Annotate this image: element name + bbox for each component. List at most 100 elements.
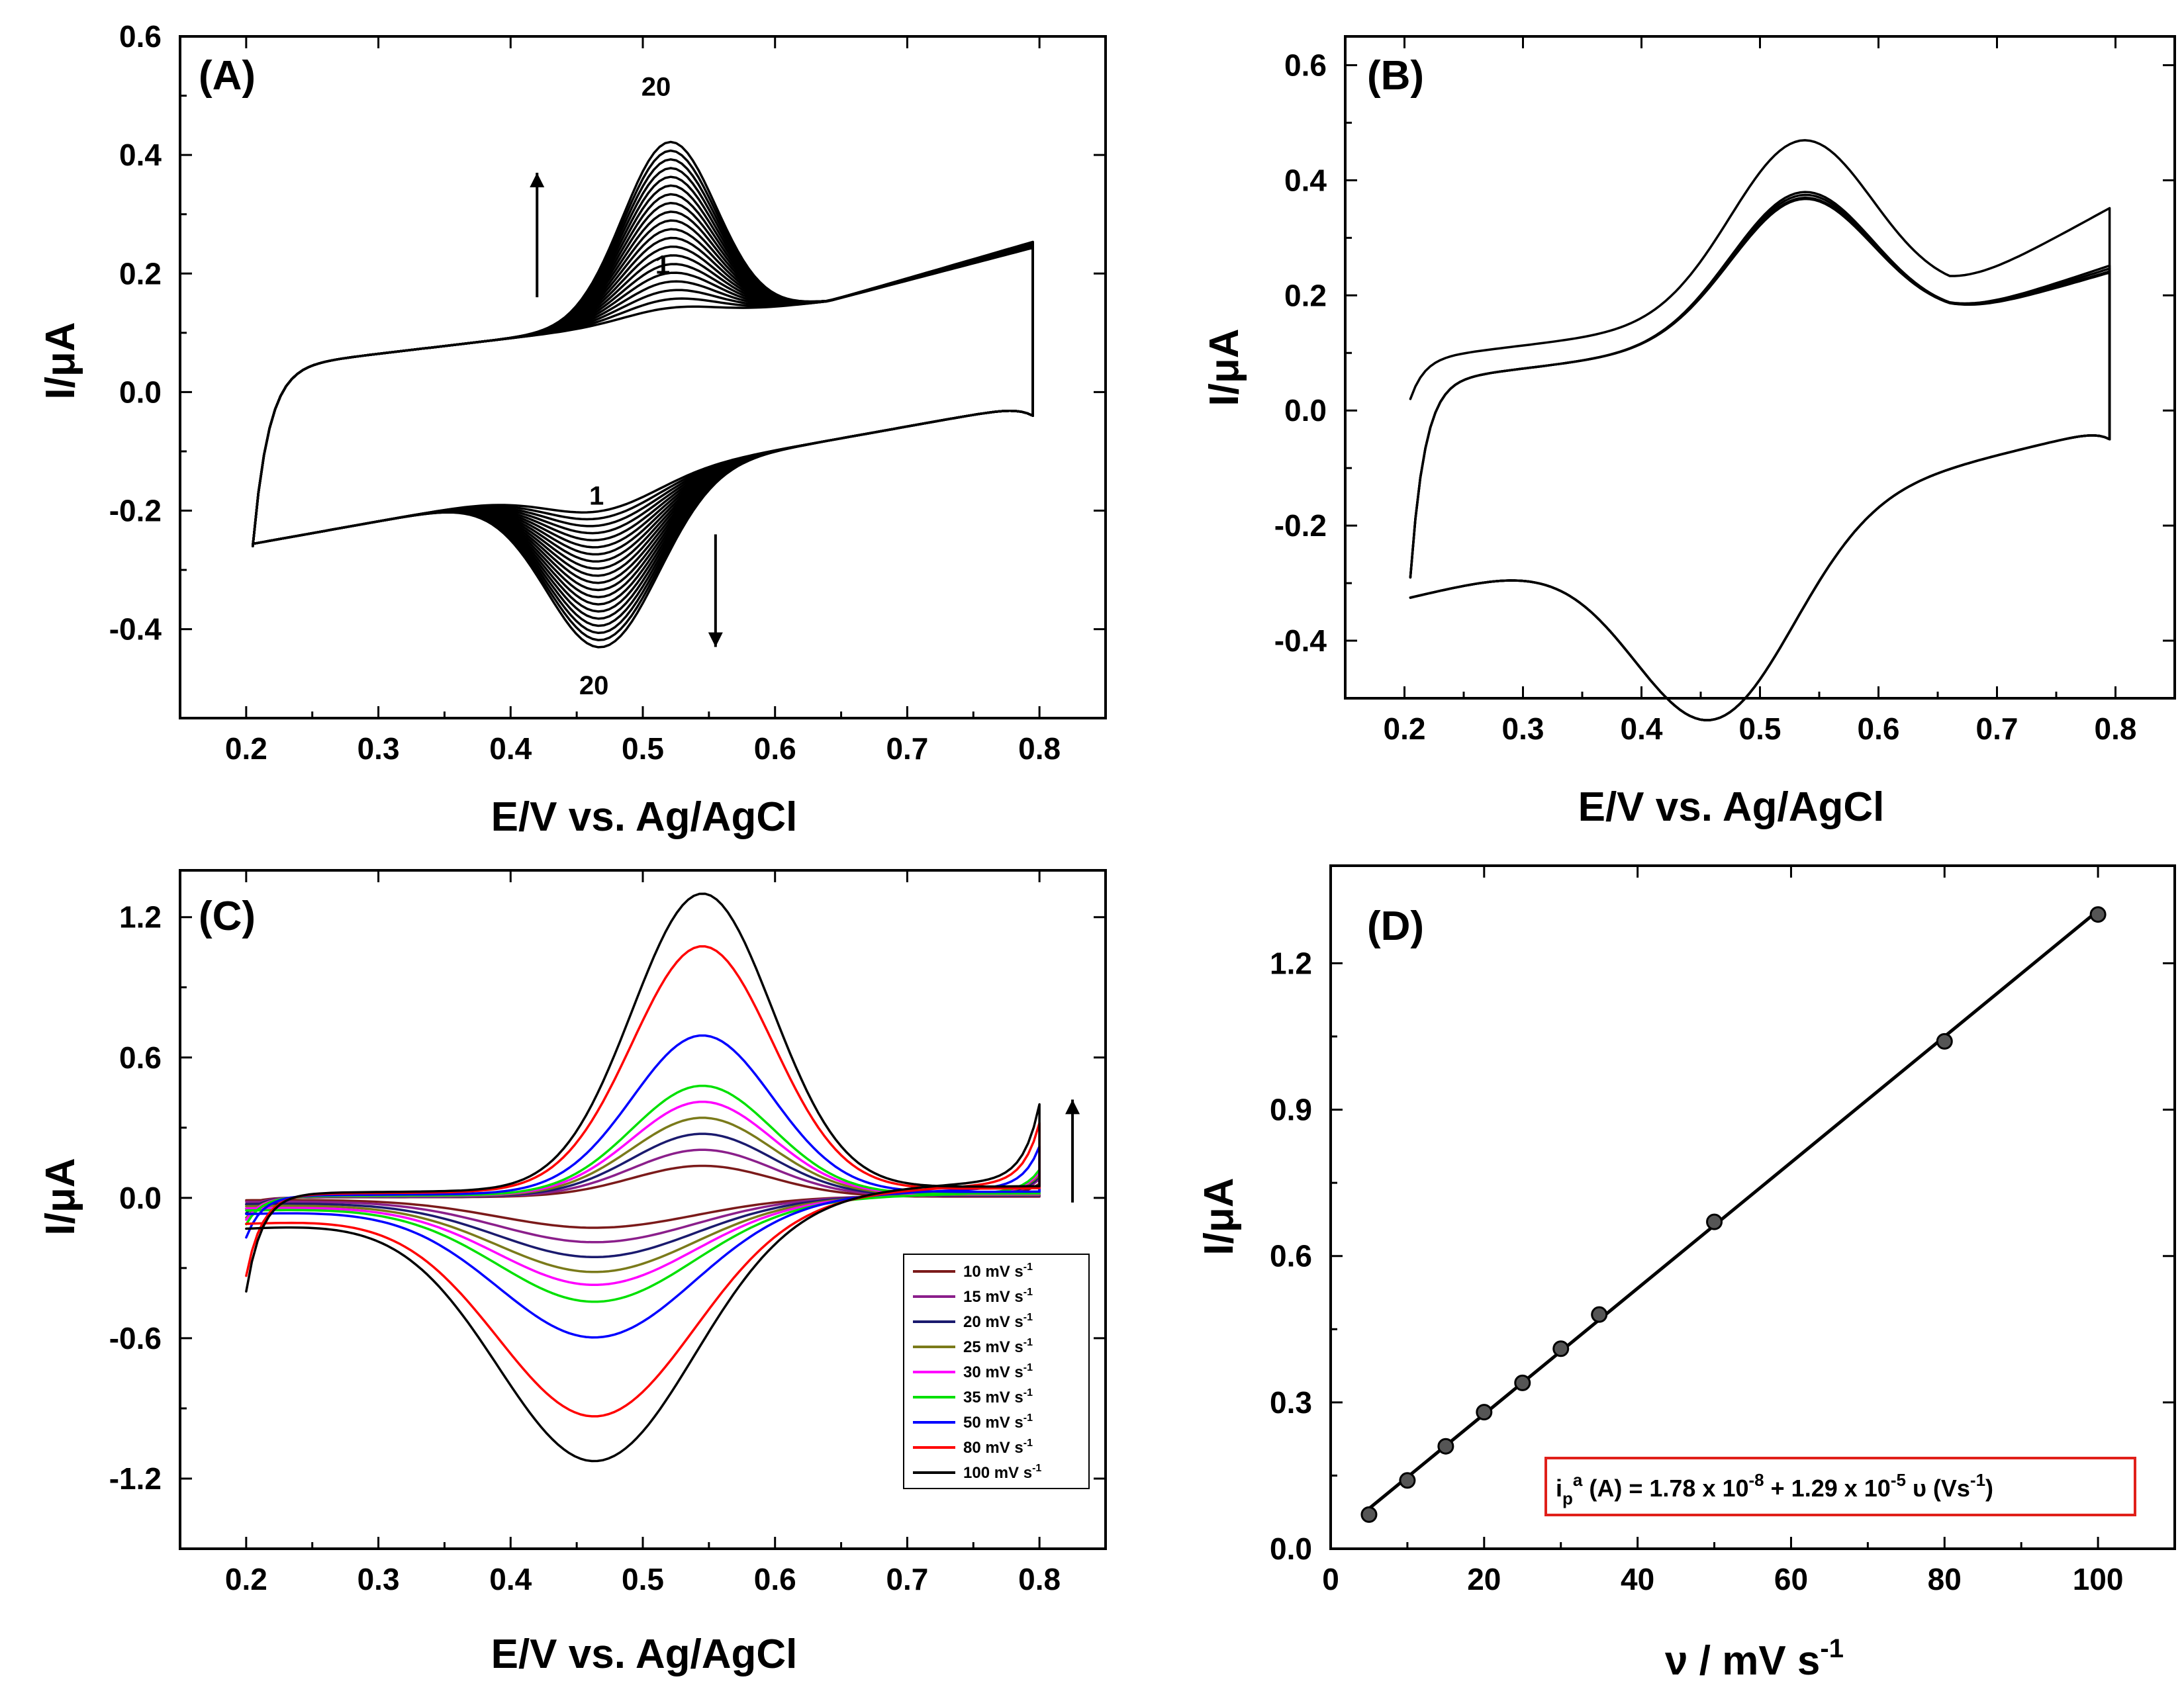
panel-d-x-tick-label: 80	[1928, 1562, 1962, 1596]
panel-b-y-tick-label: 0.0	[1284, 393, 1327, 428]
panel-a-cycle-annotation: 20	[579, 671, 609, 700]
panel-c-x-tick-label: 0.4	[489, 1562, 532, 1596]
panel-b-x-tick-label: 0.3	[1502, 711, 1544, 746]
panel-d-y-tick-label: 0.3	[1270, 1385, 1312, 1420]
panel-c-x-axis-title: E/V vs. Ag/AgCl	[491, 1631, 798, 1677]
panel-a-plot-frame	[179, 35, 1107, 719]
panel-a-x-tick-label: 0.7	[886, 731, 928, 766]
panel-c-legend-label-main: 20 mV s	[963, 1313, 1023, 1331]
panel-b-curves	[1409, 139, 2111, 721]
panel-b-y-tick-label: 0.2	[1284, 278, 1327, 312]
panel-b-cycle-4	[1409, 197, 2111, 721]
panel-d-data-point	[1706, 1213, 1723, 1230]
panel-c-label: (C)	[199, 894, 256, 939]
panel-b-cycle-2	[1409, 191, 2111, 721]
panel-c-legend: 10 mV s-115 mV s-120 mV s-125 mV s-130 m…	[903, 1254, 1090, 1489]
panel-c-legend-label-sup: -1	[1023, 1362, 1033, 1373]
panel-c-x-tick-label: 0.3	[357, 1562, 400, 1596]
panel-c-legend-label: 35 mV s-1	[963, 1387, 1033, 1406]
panel-c-legend-label-main: 100 mV s	[963, 1464, 1032, 1482]
panel-d-equation-text: ipa (A) = 1.78 x 10-8 + 1.29 x 10-5 υ (V…	[1556, 1470, 1993, 1508]
panel-c: 0.2 0.3 0.4 0.5 0.6 0.7 0.8 -1.2 -0.6 0.0 0.6 1.2 1…	[38, 869, 1107, 1677]
panel-d-x-tick-label: 100	[2073, 1562, 2124, 1596]
panel-d-fit-line	[1368, 909, 2099, 1510]
panel-a-y-tick-label: 0.0	[119, 375, 162, 409]
panel-d-x-axis-title-sup: -1	[1820, 1634, 1844, 1663]
panel-b-y-tick-label: -0.4	[1274, 623, 1327, 658]
panel-c-legend-label-sup: -1	[1023, 1412, 1033, 1424]
panel-a-x-tick-label: 0.4	[489, 731, 532, 766]
panel-c-y-tick-label: -1.2	[109, 1461, 162, 1496]
panel-d-equation: ipa (A) = 1.78 x 10-8 + 1.29 x 10-5 υ (V…	[1544, 1457, 2136, 1516]
panel-a-x-tick-label: 0.3	[357, 731, 400, 766]
panel-b-label: (B)	[1367, 53, 1424, 99]
panel-d-x-axis-title: ν / mV s-1	[1665, 1634, 1844, 1684]
panel-c-legend-label: 100 mV s-1	[963, 1463, 1041, 1482]
panel-d-data-point	[1476, 1404, 1493, 1421]
panel-c-arrow-head	[1065, 1099, 1080, 1115]
panel-c-legend-label-main: 25 mV s	[963, 1338, 1023, 1356]
panel-b: 0.2 0.3 0.4 0.5 0.6 0.7 0.8 -0.4 -0.2 0.0 0.2 0.4 0.…	[1202, 35, 2176, 830]
eq-exp1: -8	[1749, 1470, 1764, 1490]
panel-b-y-tick-label: -0.2	[1274, 508, 1327, 543]
panel-c-legend-label-main: 30 mV s	[963, 1363, 1023, 1381]
panel-d-regression-line	[1368, 909, 2099, 1510]
panel-b-x-tick-label: 0.5	[1739, 711, 1781, 746]
panel-c-legend-label: 50 mV s-1	[963, 1412, 1033, 1432]
panel-c-legend-label-sup: -1	[1023, 1438, 1033, 1449]
panel-c-arrow	[1065, 1099, 1080, 1203]
panel-c-legend-label: 15 mV s-1	[963, 1287, 1033, 1306]
panel-b-cycle-3	[1409, 193, 2111, 721]
panel-d-data-point	[1514, 1374, 1531, 1391]
panel-b-cycle-5	[1409, 197, 2111, 721]
panel-d-data-point	[2089, 906, 2107, 923]
panel-a-x-axis-title: E/V vs. Ag/AgCl	[491, 794, 798, 840]
panel-c-legend-label-sup: -1	[1023, 1337, 1033, 1348]
panel-b-x-axis-title: E/V vs. Ag/AgCl	[1578, 784, 1885, 830]
panel-c-legend-label-main: 50 mV s	[963, 1414, 1023, 1432]
panel-a-y-tick-label: -0.4	[109, 612, 162, 647]
panel-c-y-tick-label: -0.6	[109, 1321, 162, 1355]
eq-part4: )	[1985, 1475, 1993, 1502]
eq-exp2: -5	[1891, 1470, 1906, 1490]
panel-a-x-tick-label: 0.5	[622, 731, 664, 766]
panel-d-data-point	[1360, 1506, 1378, 1523]
panel-c-series-9	[245, 892, 1041, 1463]
panel-d-x-tick-label: 60	[1774, 1562, 1808, 1596]
panel-a-y-tick-label: 0.4	[119, 138, 162, 172]
panel-b-x-tick-label: 0.2	[1384, 711, 1426, 746]
panel-c-legend-label-sup: -1	[1023, 1387, 1033, 1399]
panel-a-cycle-annotation: 20	[641, 73, 671, 102]
panel-c-x-tick-label: 0.5	[622, 1562, 664, 1596]
panel-c-legend-label-sup: -1	[1032, 1463, 1041, 1474]
panel-c-y-tick-label: 0.0	[119, 1181, 162, 1215]
panel-a-annotations: 20 1 1 20	[579, 73, 671, 701]
panel-d-y-tick-label: 0.0	[1270, 1532, 1312, 1566]
panel-d-data-point	[1936, 1032, 1953, 1050]
panel-d-y-axis-title: I/μA	[1196, 1177, 1242, 1255]
panel-c-y-tick-label: 0.6	[119, 1040, 162, 1075]
panel-c-legend-label-main: 80 mV s	[963, 1439, 1023, 1457]
panel-c-legend-label: 10 mV s-1	[963, 1261, 1033, 1281]
panel-c-legend-label: 80 mV s-1	[963, 1438, 1033, 1457]
panel-c-axes: 0.2 0.3 0.4 0.5 0.6 0.7 0.8 -1.2 -0.6 0.0 0.6 1.2	[109, 869, 1107, 1596]
panel-d-y-tick-label: 1.2	[1270, 946, 1312, 980]
panel-a-label: (A)	[199, 53, 256, 99]
panel-b-x-tick-label: 0.7	[1976, 711, 2018, 746]
panel-a-x-tick-label: 0.6	[754, 731, 796, 766]
panel-c-curves	[245, 892, 1041, 1463]
eq-exp3: -1	[1970, 1470, 1985, 1490]
panel-c-x-tick-label: 0.8	[1018, 1562, 1061, 1596]
panel-d-plot-frame	[1329, 864, 2176, 1550]
panel-d-label: (D)	[1367, 903, 1424, 949]
panel-a-cycle-annotation: 1	[589, 482, 604, 511]
panel-a-arrow-head	[530, 173, 545, 187]
panel-c-x-tick-label: 0.6	[754, 1562, 796, 1596]
panel-c-y-axis-title: I/μA	[38, 1158, 83, 1235]
panel-d: 0 20 40 60 80 100 0.0 0.3 0.6 0.9 1.2 (D) I/μA ν /…	[1196, 864, 2176, 1684]
panel-d-x-tick-label: 40	[1621, 1562, 1654, 1596]
panel-a-cycle-annotation: 1	[655, 250, 670, 279]
panel-a: 0.2 0.3 0.4 0.5 0.6 0.7 0.8 -0.4 -0.2 0.0 0.2 0.4 0.…	[38, 19, 1107, 840]
panel-c-legend-label-main: 35 mV s	[963, 1389, 1023, 1406]
panel-a-y-tick-label: -0.2	[109, 494, 162, 528]
